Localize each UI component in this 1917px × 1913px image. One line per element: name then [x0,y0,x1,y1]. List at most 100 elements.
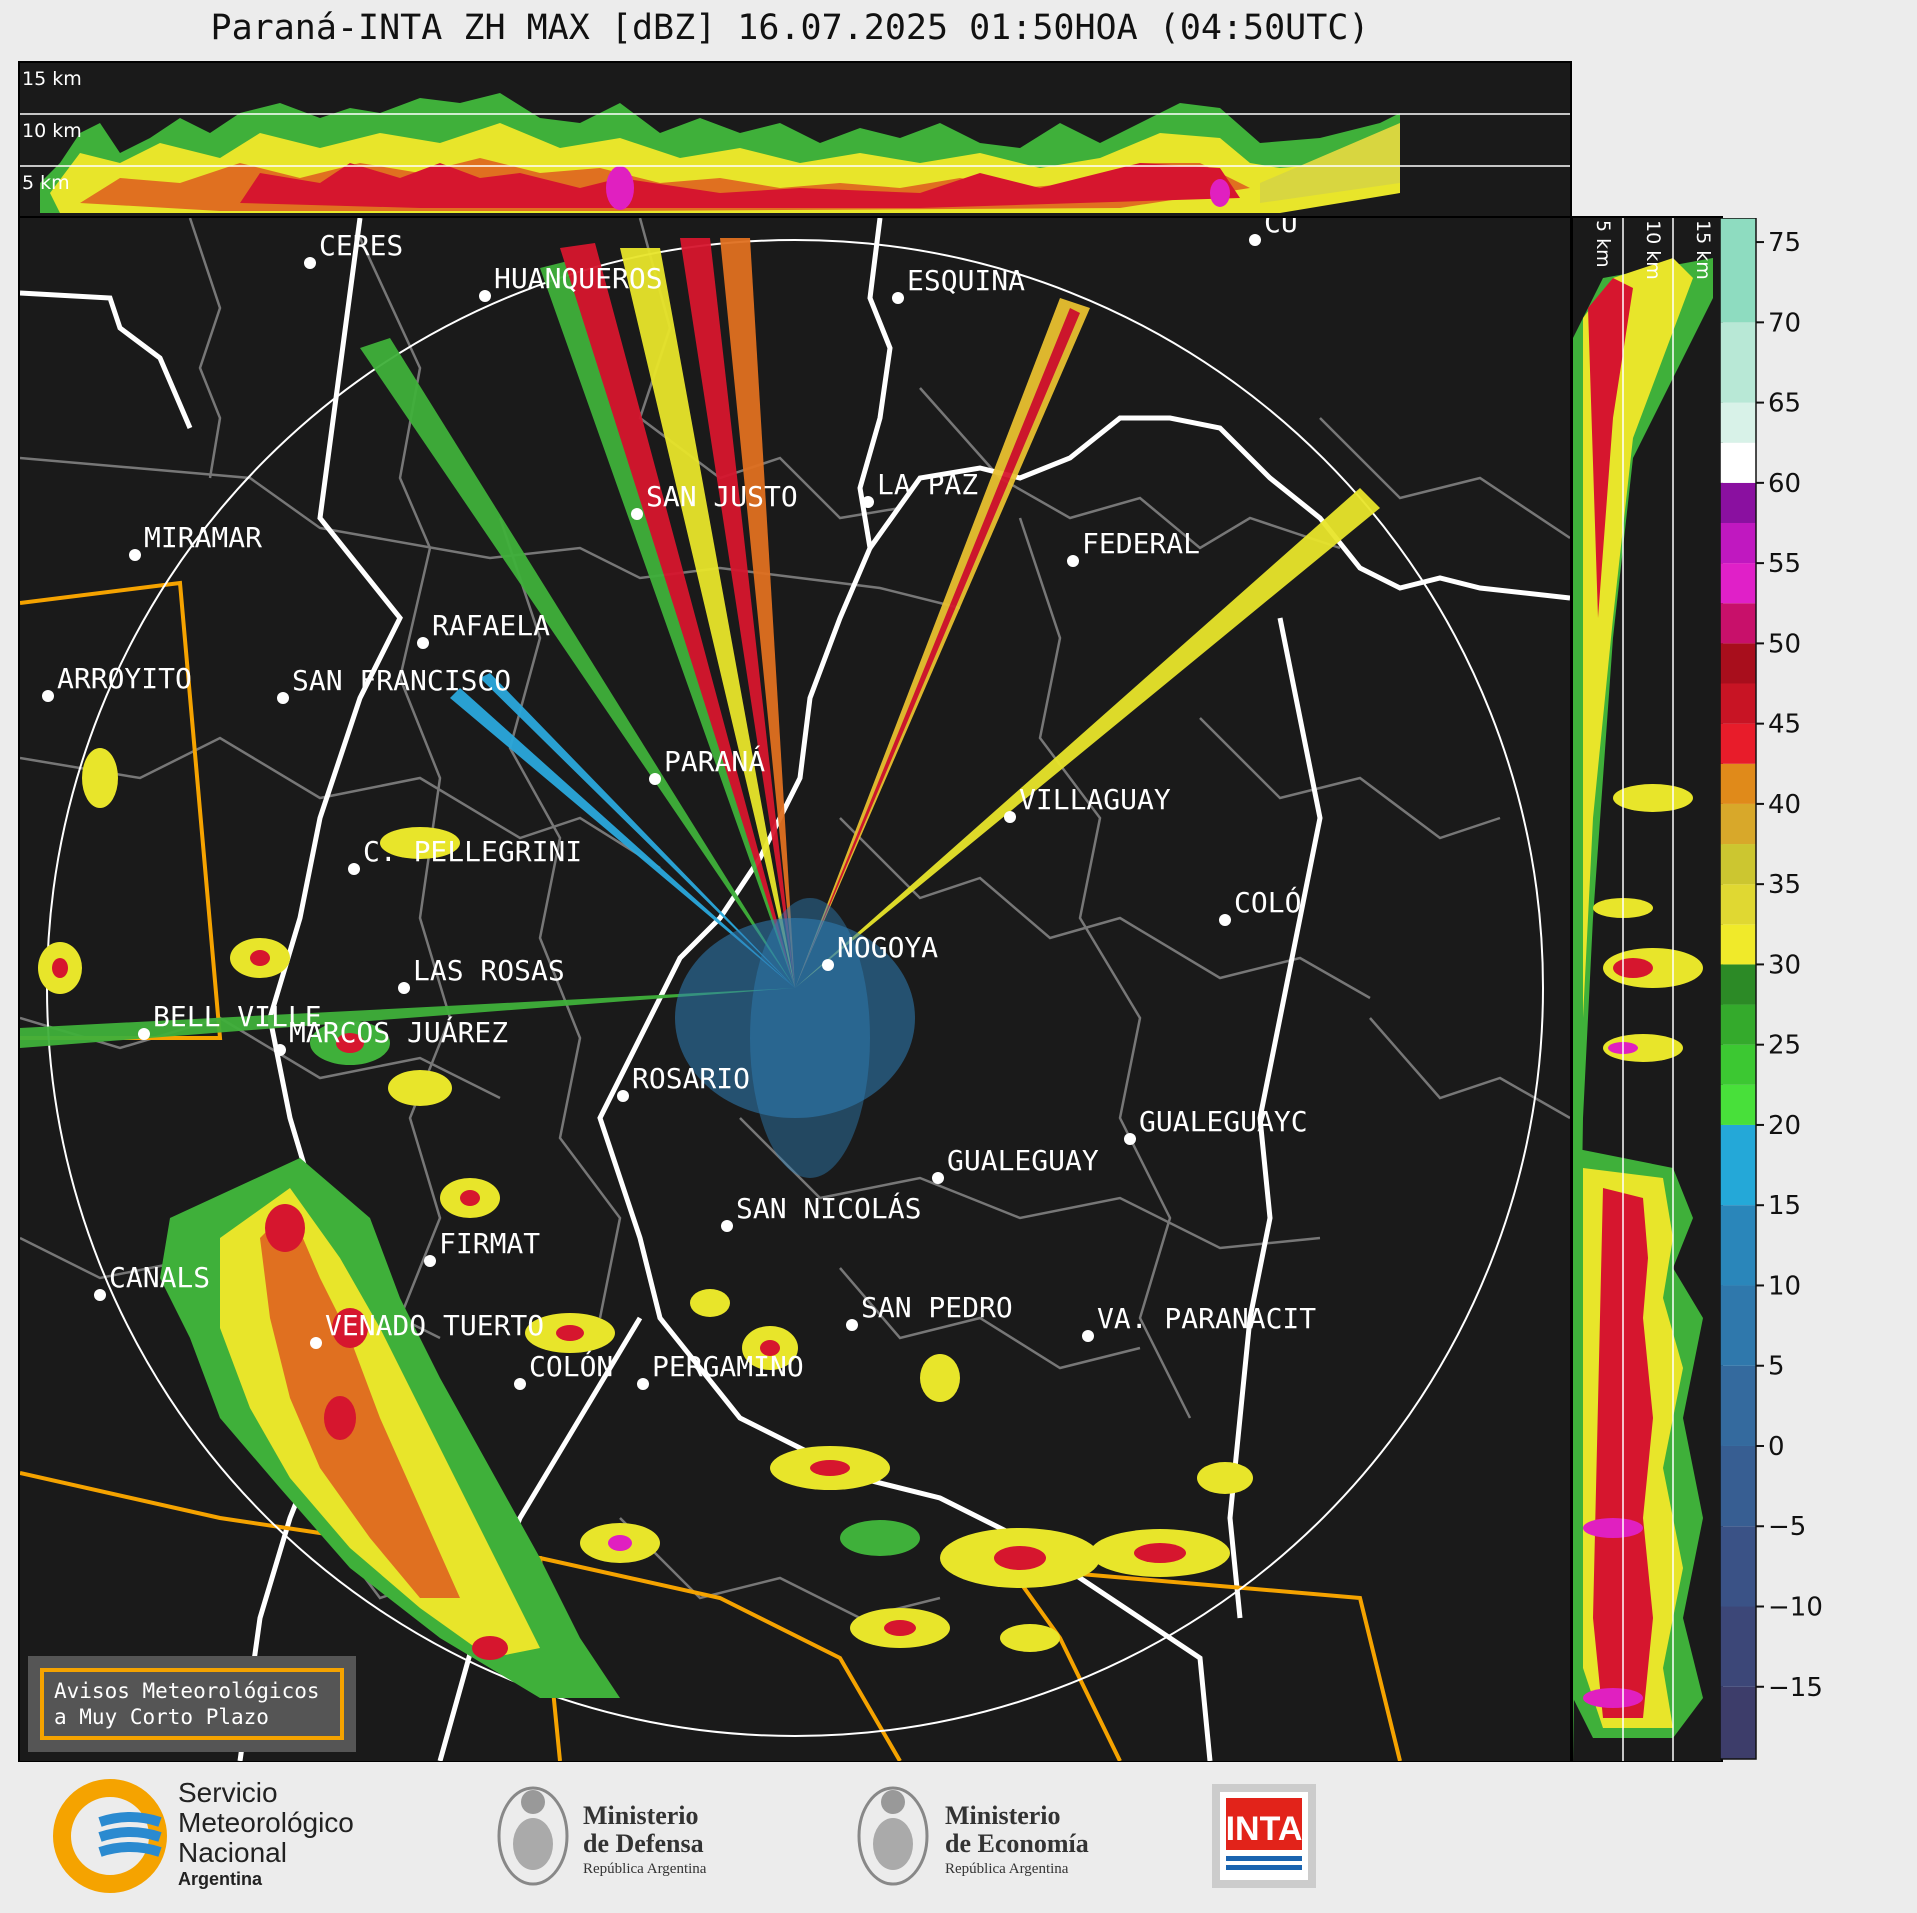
city-dot [138,1028,150,1040]
radar-map[interactable]: CERES HUANQUEROS ESQUINA CU SAN JUSTO LA PAZ F… [18,216,1572,1763]
city-dot [348,863,360,875]
city-label: ESQUINA [907,264,1025,297]
top-cross-section: 15 km 10 km 5 km [18,61,1572,218]
city-13: C. PELLEGRINI [348,835,582,875]
colorbar-tick-label: 55 [1768,549,1801,579]
city-dot [304,257,316,269]
colorbar-band [1720,1445,1756,1527]
city-29: PERGAMINO [637,1350,804,1390]
colorbar-band [1720,402,1756,443]
city-label: COLÓN [529,1349,613,1383]
city-5: LA PAZ [862,468,978,508]
city-dot [479,290,491,302]
city-label: VILLAGUAY [1019,783,1171,816]
side-cross-section: 5 km 10 km 15 km [1571,216,1723,1763]
city-4: SAN JUSTO [631,480,798,520]
side-label-5km: 5 km [1592,220,1614,268]
city-label: SAN FRANCISCO [292,664,511,697]
colorbar-band [1720,1606,1756,1687]
city-dot [631,508,643,520]
smn-line-3: Nacional [178,1837,287,1868]
colorbar-band [1720,1526,1756,1607]
city-dot [514,1378,526,1390]
colorbar-band [1720,964,1756,1005]
city-dot [862,496,874,508]
city-label: SAN NICOLÁS [736,1191,921,1225]
colorbar-band [1720,1124,1756,1206]
city-23: FIRMAT [424,1227,540,1267]
colorbar-band [1720,1044,1756,1085]
city-label: CERES [319,229,403,262]
city-dot [277,692,289,704]
defensa-line-1: Ministerio [583,1801,699,1830]
footer-logos: Servicio Meteorológico Nacional Argentin… [0,1762,1917,1909]
city-dot [846,1319,858,1331]
defensa-logo: Ministerio de Defensa República Argentin… [497,1786,707,1886]
city-label: VENADO TUERTO [325,1309,544,1342]
city-9: ARROYITO [42,662,192,702]
colorbar-band [1720,563,1756,604]
city-dot [1249,234,1261,246]
city-label: MARCOS JUÁREZ [289,1015,508,1049]
city-label: LAS ROSAS [413,954,565,987]
page-title: Paraná-INTA ZH MAX [dBZ] 16.07.2025 01:5… [210,8,1370,48]
smn-logo: Servicio Meteorológico Nacional Argentin… [53,1777,354,1893]
top-label-15km: 15 km [22,68,82,90]
city-label: CANALS [109,1261,210,1294]
colorbar-band [1720,683,1756,724]
colorbar-band [1720,442,1756,483]
city-2: ESQUINA [892,264,1025,304]
colorbar-band [1720,723,1756,764]
city-19: ROSARIO [617,1062,750,1102]
colorbar-tick-label: 40 [1768,790,1801,820]
city-12: VILLAGUAY [1004,783,1171,823]
city-label: GUALEGUAYC [1139,1105,1308,1138]
city-label: FEDERAL [1082,527,1200,560]
city-label: VA. PARANACIT [1097,1302,1316,1335]
colorbar-tick-label: 65 [1768,389,1801,419]
city-dot [42,690,54,702]
colorbar-band [1720,322,1756,403]
city-22: SAN NICOLÁS [721,1191,921,1232]
city-6: FEDERAL [1067,527,1200,567]
city-16: LAS ROSAS [398,954,565,994]
city-label: PARANÁ [664,744,765,778]
colorbar-tick-label: 30 [1768,950,1801,980]
colorbar-tick-label: 75 [1768,228,1801,258]
defensa-line-2: de Defensa [583,1829,704,1858]
city-1: HUANQUEROS [479,262,663,302]
city-7: MIRAMAR [129,521,262,561]
city-26: VENADO TUERTO [310,1309,544,1349]
city-label: C. PELLEGRINI [363,835,582,868]
defensa-line-3: República Argentina [583,1861,707,1877]
city-markers: CERES HUANQUEROS ESQUINA CU SAN JUSTO LA PAZ F… [42,218,1316,1390]
city-dot [1082,1330,1094,1342]
top-label-5km: 5 km [22,172,70,194]
city-dot [129,549,141,561]
economia-line-2: de Economía [945,1829,1089,1858]
colorbar-band [1720,522,1756,564]
colorbar-tick-label: 5 [1768,1352,1785,1382]
city-15: NOGOYA [822,931,938,971]
economia-line-3: República Argentina [945,1861,1069,1877]
colorbar-band [1720,1365,1756,1446]
city-dot [310,1337,322,1349]
city-label: LA PAZ [877,468,978,501]
colorbar-band [1720,803,1756,845]
colorbar-tick-label: 70 [1768,308,1801,338]
city-25: SAN PEDRO [846,1291,1013,1331]
city-21: GUALEGUAY [932,1144,1099,1184]
city-label: COLÓ [1234,885,1301,919]
city-label: BELL VILLE [153,1000,322,1033]
colorbar-band [1720,1004,1756,1045]
city-3: CU [1249,218,1298,246]
city-10: SAN FRANCISCO [277,664,511,704]
city-label: SAN JUSTO [646,480,798,513]
city-dot [617,1090,629,1102]
city-dot [1124,1133,1136,1145]
city-label: RAFAELA [432,609,550,642]
inta-logo: INTA [1212,1784,1316,1888]
city-dot [1219,914,1231,926]
city-18: MARCOS JUÁREZ [274,1015,508,1056]
colorbar-tick-label: −10 [1768,1593,1823,1623]
